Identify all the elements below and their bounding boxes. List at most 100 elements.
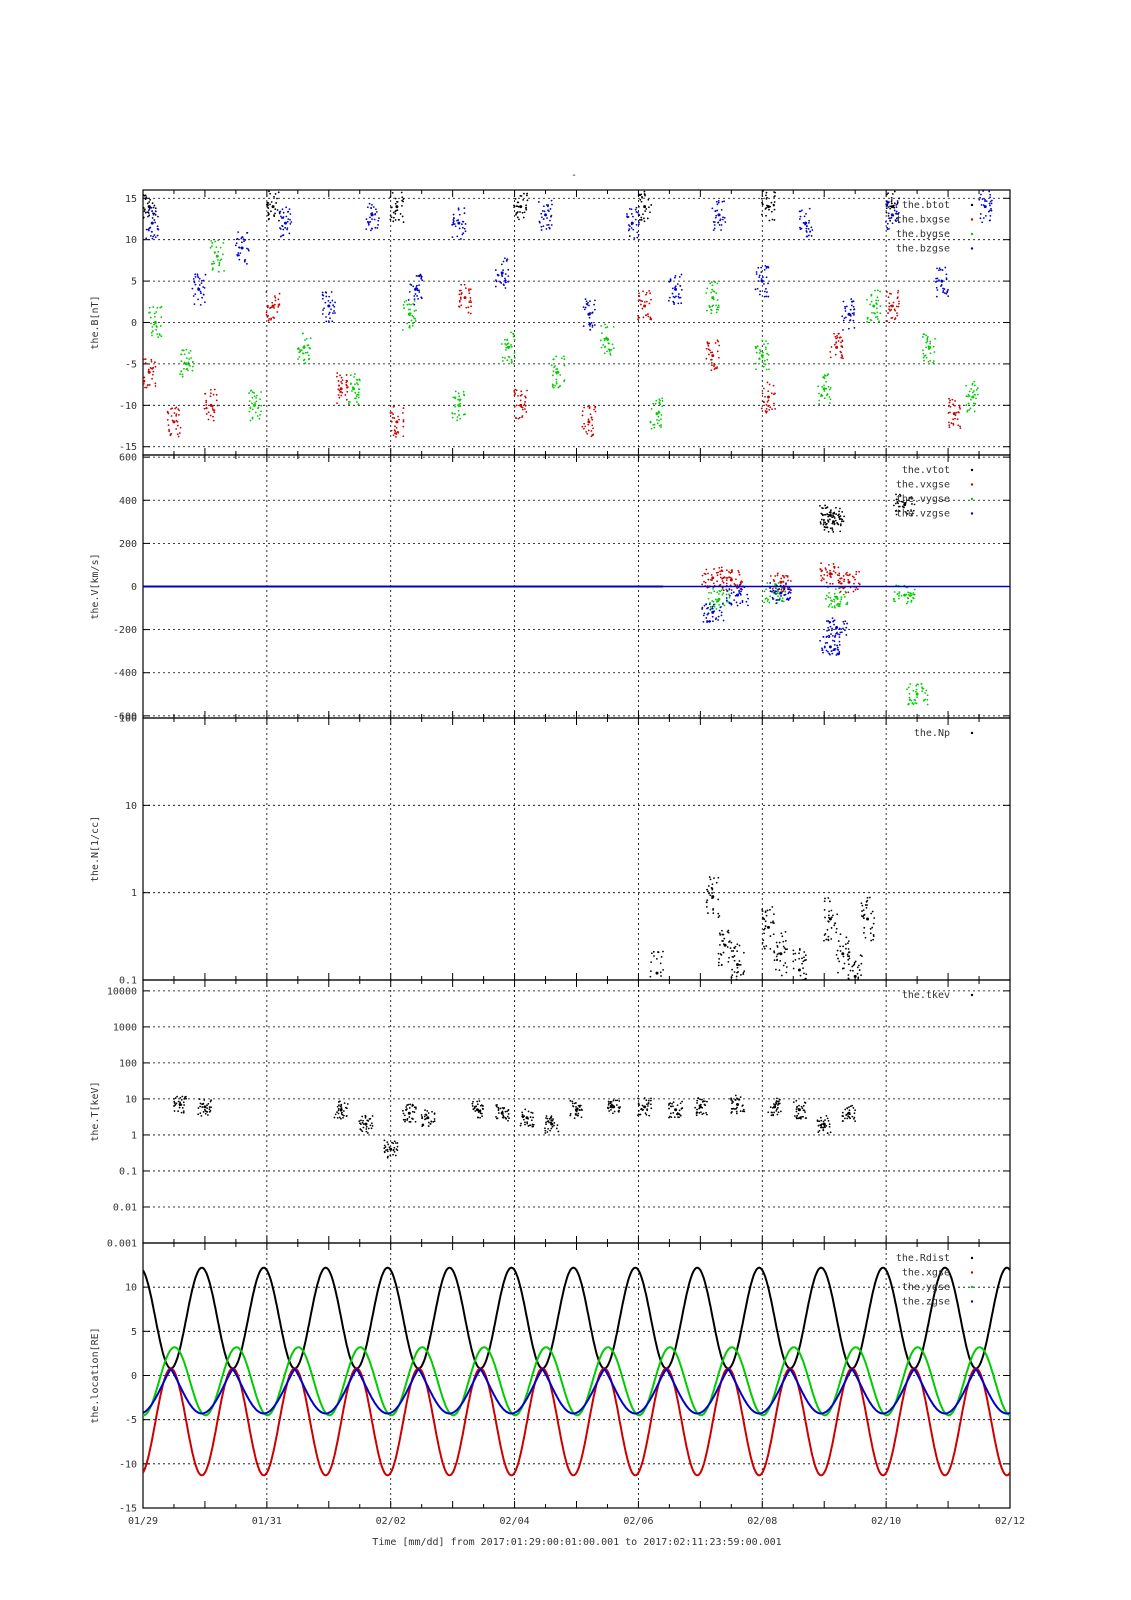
data-point-cloud	[553, 1124, 555, 1127]
data-point-cloud	[367, 1120, 370, 1122]
data-point-cloud	[710, 592, 713, 594]
data-point-cloud	[852, 313, 855, 316]
data-point-cloud	[628, 235, 631, 237]
data-point-cloud	[969, 398, 972, 401]
data-point-cloud	[863, 917, 865, 920]
y-tick-label: 0	[131, 318, 137, 329]
data-point-cloud	[821, 577, 824, 579]
data-point-cloud	[728, 588, 731, 590]
data-point-cloud	[390, 206, 392, 209]
data-point-cloud	[876, 303, 878, 306]
data-point-cloud	[551, 374, 554, 377]
data-point-cloud	[734, 945, 737, 948]
data-point-cloud	[833, 598, 835, 601]
data-point-cloud	[860, 962, 863, 965]
data-point-cloud	[392, 1149, 395, 1152]
data-point-cloud	[818, 1120, 821, 1123]
data-point-cloud	[896, 312, 898, 315]
data-point-cloud	[409, 308, 411, 311]
data-point-cloud	[540, 216, 543, 219]
data-point-cloud	[772, 579, 775, 581]
data-point-cloud	[764, 910, 767, 913]
data-point-cloud	[413, 298, 416, 300]
data-point-cloud	[414, 1120, 417, 1123]
data-point-cloud	[822, 523, 825, 526]
data-point-cloud	[895, 305, 898, 308]
data-point-cloud	[389, 214, 392, 217]
data-point-cloud	[766, 582, 769, 584]
data-point-cloud	[724, 221, 727, 223]
data-point-cloud	[847, 942, 849, 945]
data-point-cloud	[159, 325, 162, 327]
data-point-cloud	[410, 303, 412, 306]
data-point-cloud	[826, 513, 829, 515]
data-point-cloud	[591, 418, 594, 421]
data-point-cloud	[401, 329, 404, 331]
data-point-cloud	[424, 1109, 426, 1112]
data-point-cloud	[143, 376, 146, 379]
data-point-cloud	[270, 210, 272, 213]
data-point-cloud	[514, 392, 517, 395]
data-point-cloud	[843, 317, 846, 319]
x-tick-label: 02/02	[376, 1516, 406, 1527]
data-point-cloud	[793, 1115, 796, 1117]
data-point-cloud	[725, 579, 728, 582]
data-point-cloud	[527, 1110, 530, 1113]
data-point-cloud	[369, 1117, 372, 1120]
data-point-cloud	[325, 295, 328, 298]
data-point-cloud	[267, 202, 270, 204]
data-point-cloud	[866, 298, 868, 301]
data-point-cloud	[237, 231, 240, 233]
data-point-cloud	[844, 590, 847, 593]
data-point-cloud	[861, 910, 863, 913]
data-point-cloud	[154, 210, 157, 213]
data-point-cloud	[719, 606, 722, 609]
data-point-cloud	[332, 312, 334, 315]
data-point-cloud	[795, 1110, 798, 1113]
data-point-cloud	[723, 937, 726, 940]
data-point-cloud	[255, 394, 258, 397]
data-point-cloud	[674, 285, 677, 288]
data-point-cloud	[823, 909, 826, 911]
data-point-cloud	[585, 430, 588, 433]
data-point-cloud	[711, 207, 714, 210]
data-point-cloud	[481, 1107, 484, 1110]
data-point-cloud	[762, 939, 765, 942]
data-point-cloud	[916, 696, 918, 699]
data-point-cloud	[649, 420, 652, 423]
data-point-cloud	[772, 933, 775, 936]
data-point-cloud	[828, 396, 831, 398]
data-point-cloud	[183, 367, 185, 370]
data-point-cloud	[775, 955, 778, 958]
data-point-cloud	[898, 510, 901, 512]
data-point-cloud	[716, 282, 719, 285]
data-point-cloud	[151, 325, 154, 328]
data-point-cloud	[274, 208, 277, 210]
data-point-cloud	[828, 916, 830, 919]
data-point-cloud	[249, 407, 252, 410]
data-point-cloud	[940, 279, 943, 282]
data-point-cloud	[696, 1108, 698, 1111]
data-point-cloud	[345, 1107, 348, 1110]
data-point-cloud	[846, 622, 849, 625]
data-point-cloud	[853, 1112, 856, 1115]
data-point-cloud	[517, 205, 520, 208]
data-point-cloud	[678, 1113, 681, 1116]
data-point-cloud	[454, 225, 457, 228]
data-point-cloud	[571, 1100, 574, 1103]
data-point-cloud	[520, 393, 523, 396]
data-point-cloud	[786, 575, 789, 578]
data-point-cloud	[803, 972, 805, 975]
data-point-cloud	[643, 217, 645, 220]
data-point-cloud	[643, 193, 646, 195]
data-point-cloud	[628, 228, 631, 231]
data-point-cloud	[772, 1103, 775, 1105]
data-point-cloud	[525, 194, 528, 197]
data-point-cloud	[370, 206, 372, 209]
data-point-cloud	[502, 1114, 505, 1117]
data-point-cloud	[989, 204, 991, 207]
data-point-cloud	[357, 394, 360, 396]
data-point-cloud	[908, 496, 911, 499]
data-point-cloud	[362, 1126, 365, 1129]
